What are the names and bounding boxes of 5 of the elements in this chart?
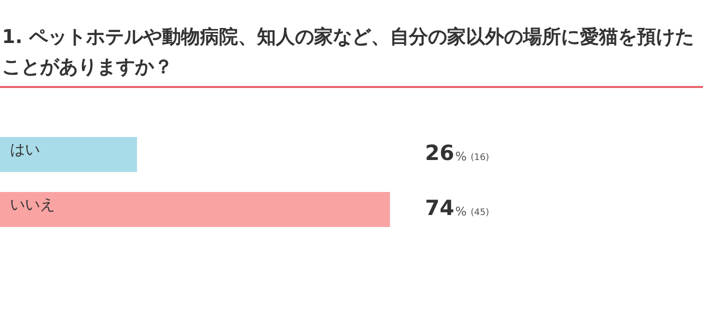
y-tick-label: はい [10, 140, 40, 158]
chart-title: 1. ペットホテルや動物病院、知人の家など、自分の家以外の場所に愛猫を預けたことがありますか？ [1, 25, 696, 80]
data-label: 74% (45) [425, 196, 490, 220]
data-label: 26% (16) [425, 140, 490, 165]
y-tick-label: いいえ [10, 195, 55, 214]
